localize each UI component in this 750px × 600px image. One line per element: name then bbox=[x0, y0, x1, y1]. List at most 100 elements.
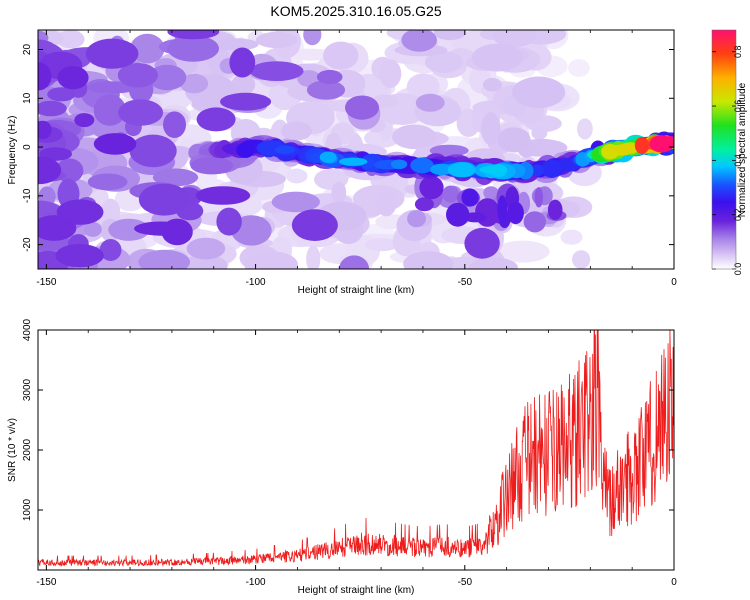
heatmap-cell bbox=[364, 238, 400, 252]
heatmap-cell bbox=[212, 38, 259, 51]
snr-series-line bbox=[38, 330, 674, 568]
heatmap-cell bbox=[331, 181, 347, 203]
heatmap-cell bbox=[287, 48, 335, 61]
heatmap-cell bbox=[55, 244, 104, 268]
y-tick-label: 3000 bbox=[22, 378, 33, 401]
colorbar-tick-label: 0.0 bbox=[733, 263, 743, 276]
heatmap-cell bbox=[274, 145, 295, 154]
heatmap-cell bbox=[74, 113, 95, 128]
heatmap-cell bbox=[38, 120, 52, 140]
heatmap-cell bbox=[38, 215, 77, 241]
heatmap-cell bbox=[414, 197, 434, 212]
x-tick-label: -50 bbox=[458, 577, 473, 588]
heatmap-cell bbox=[497, 127, 531, 153]
heatmap-cell bbox=[181, 254, 228, 269]
y-tick-label: -10 bbox=[22, 188, 33, 203]
heatmap-cell bbox=[323, 41, 359, 70]
heatmap-cell bbox=[379, 59, 402, 88]
heatmap-cell bbox=[534, 187, 544, 208]
heatmap-cell bbox=[255, 31, 298, 49]
heatmap-cell bbox=[244, 251, 298, 269]
heatmap-cells bbox=[38, 30, 674, 269]
y-tick-label: 4000 bbox=[22, 318, 33, 341]
heatmap-cell bbox=[249, 61, 304, 81]
heatmap-cell bbox=[479, 165, 506, 174]
heatmap-cell bbox=[430, 163, 453, 176]
y-tick-label: 20 bbox=[22, 44, 33, 56]
heatmap-cell bbox=[433, 30, 467, 41]
y-tick-label: 1000 bbox=[22, 498, 33, 521]
heatmap-cell bbox=[99, 239, 122, 261]
x-tick-label: 0 bbox=[671, 277, 677, 288]
heatmap-cell bbox=[345, 95, 379, 120]
colorbar-frame bbox=[711, 29, 737, 270]
heatmap-cell bbox=[152, 168, 199, 187]
heatmap-cell bbox=[87, 173, 128, 191]
heatmap-cell bbox=[186, 237, 226, 260]
heatmap-cell bbox=[406, 73, 440, 101]
heatmap-cell bbox=[306, 245, 321, 269]
heatmap-cell bbox=[291, 209, 338, 242]
heatmap-cell bbox=[415, 93, 445, 112]
heatmap-cell bbox=[376, 189, 397, 217]
heatmap-cell bbox=[442, 185, 459, 203]
heatmap-cell bbox=[148, 64, 187, 91]
heatmap-cell bbox=[390, 159, 408, 170]
heatmap-cell bbox=[129, 134, 177, 168]
x-tick-label: 0 bbox=[671, 577, 677, 588]
heatmap-cell bbox=[339, 157, 368, 166]
heatmap-cell bbox=[542, 159, 561, 178]
spectrogram-y-label: Frequency (Hz) bbox=[7, 116, 18, 185]
spectrogram-x-label: Height of straight line (km) bbox=[298, 285, 415, 296]
heatmap-cell bbox=[56, 30, 85, 49]
heatmap-cell bbox=[407, 210, 426, 228]
x-tick-label: -100 bbox=[246, 577, 266, 588]
heatmap-cell bbox=[271, 191, 320, 213]
heatmap-cell bbox=[303, 30, 322, 46]
heatmap-cell bbox=[229, 47, 256, 78]
heatmap-cell bbox=[163, 111, 186, 138]
heatmap-cell bbox=[319, 151, 337, 163]
heatmap-cell bbox=[117, 62, 158, 88]
snr-y-label: SNR (10 * v/v) bbox=[7, 418, 18, 482]
heatmap-cell bbox=[577, 118, 593, 140]
heatmap-cell bbox=[118, 99, 164, 126]
heatmap-cell bbox=[339, 255, 370, 269]
heatmap-cell bbox=[216, 207, 242, 236]
heatmap-cell bbox=[572, 250, 591, 269]
heatmap-cell bbox=[316, 69, 343, 85]
spectrogram-frame bbox=[37, 29, 675, 270]
heatmap-cell bbox=[306, 80, 346, 100]
colorbar-tick-label: 0.8 bbox=[733, 45, 743, 58]
heatmap-cell bbox=[190, 157, 234, 175]
heatmap-cell bbox=[523, 211, 546, 233]
heatmap-cell bbox=[281, 121, 312, 141]
colorbar-label: Normalized spectral amplitude bbox=[737, 82, 748, 217]
heatmap-cell bbox=[377, 94, 398, 108]
heatmap-cell bbox=[512, 76, 566, 109]
heatmap-cell bbox=[167, 35, 219, 62]
heatmap-cell bbox=[497, 195, 508, 223]
heatmap-cell bbox=[138, 249, 190, 269]
heatmap-cell bbox=[108, 218, 150, 241]
colorbar-tick-label: 0.2 bbox=[733, 208, 743, 221]
heatmap-cell bbox=[531, 164, 544, 177]
heatmap-cell bbox=[480, 112, 501, 145]
heatmap-cell bbox=[492, 30, 537, 48]
x-tick-label: -50 bbox=[458, 277, 473, 288]
colorbar-tick-label: 0.4 bbox=[733, 154, 743, 167]
heatmap-cell bbox=[231, 74, 256, 96]
heatmap-cell bbox=[531, 126, 548, 140]
heatmap-cell bbox=[138, 183, 190, 216]
heatmap-cell bbox=[100, 198, 121, 227]
heatmap-cell bbox=[93, 94, 126, 126]
heatmap-cell bbox=[615, 143, 640, 154]
x-tick-label: -150 bbox=[36, 277, 56, 288]
heatmap-cell bbox=[38, 156, 62, 185]
heatmap-cell bbox=[568, 59, 590, 77]
y-tick-label: 0 bbox=[22, 144, 33, 150]
heatmap-cell bbox=[649, 135, 674, 153]
y-tick-label: 2000 bbox=[22, 438, 33, 461]
figure-title: KOM5.2025.310.16.05.G25 bbox=[270, 3, 441, 19]
